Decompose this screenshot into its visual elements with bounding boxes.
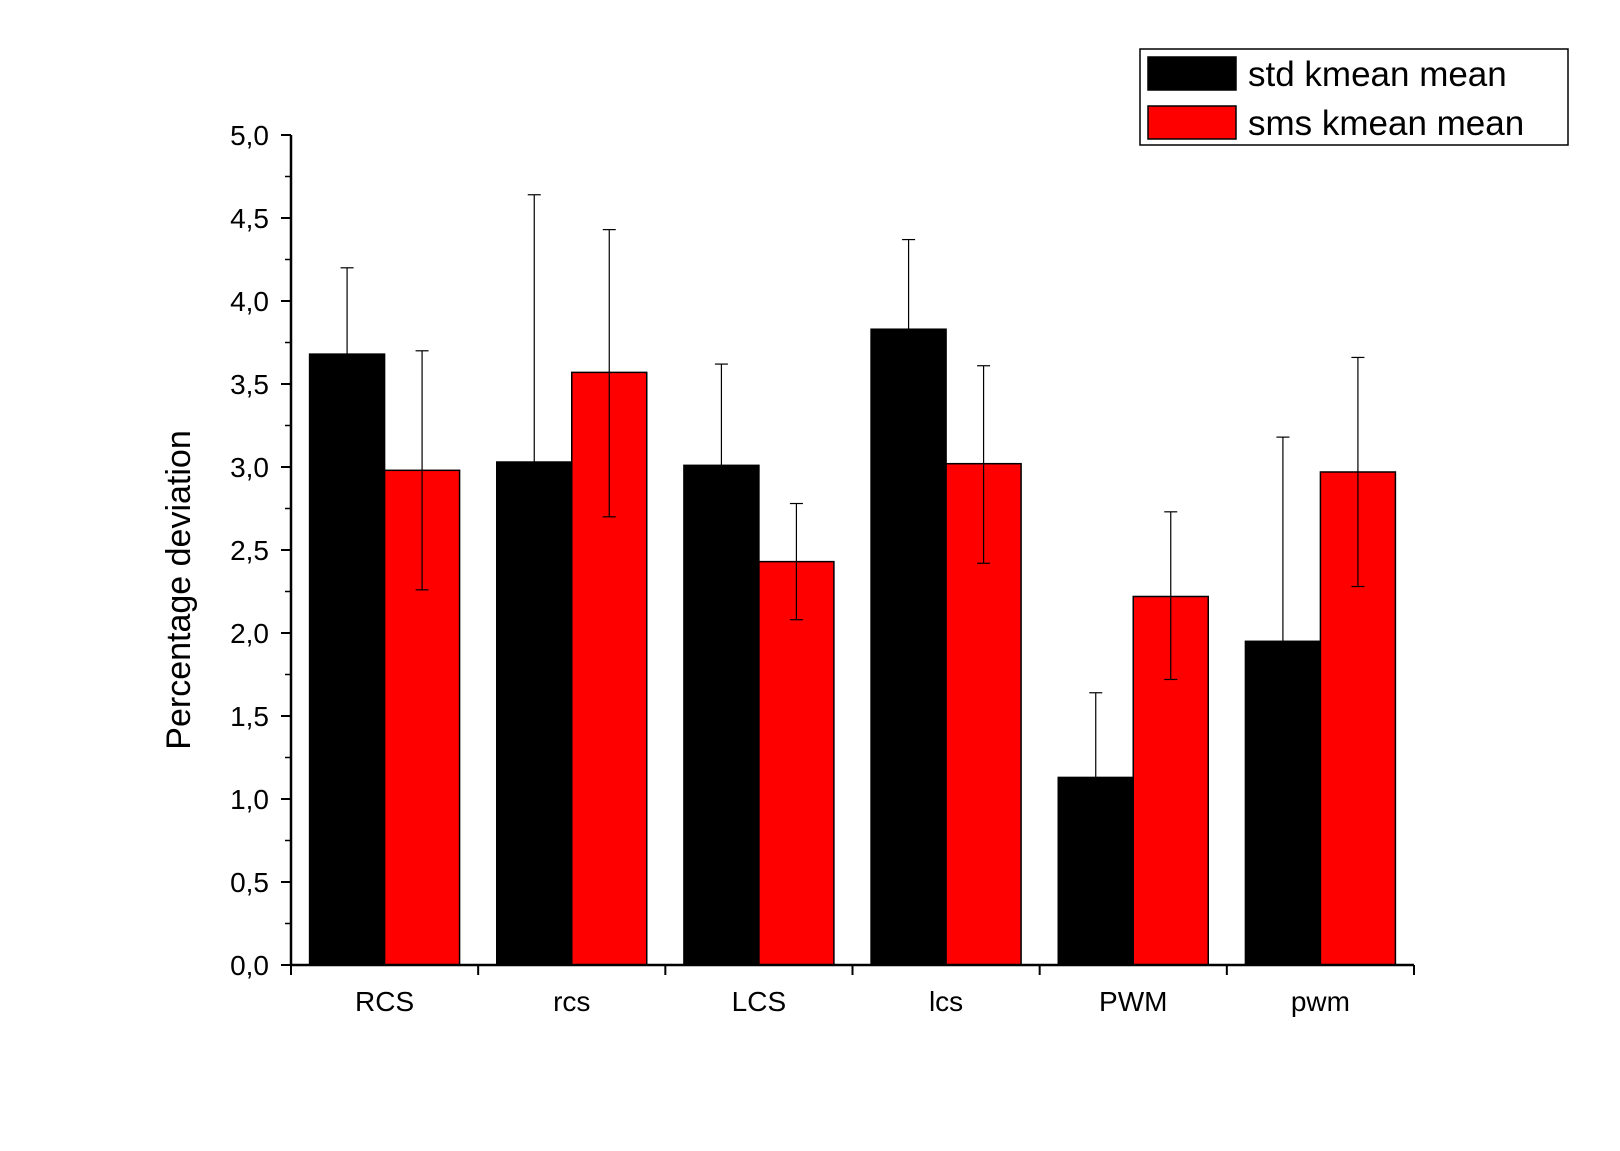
y-axis-title: Percentage deviation <box>160 430 198 749</box>
labels-layer: 0,0 0,5 1,0 1,5 2,0 2,5 3,0 3,5 4,0 4,5 5,0 RCS rcs L… <box>160 120 1350 1017</box>
y-tick-label: 1,0 <box>230 784 269 815</box>
bar-std-kmean-mean-rcs <box>496 461 573 966</box>
y-tick-label: 3,0 <box>230 452 269 483</box>
axes-layer <box>281 134 1415 975</box>
x-tick-label: RCS <box>355 986 414 1017</box>
x-tick-label: pwm <box>1291 986 1350 1017</box>
x-tick-label: PWM <box>1099 986 1167 1017</box>
y-tick-label: 0,0 <box>230 950 269 981</box>
y-tick-label: 2,0 <box>230 618 269 649</box>
y-tick-label: 5,0 <box>230 120 269 151</box>
bar-sms-kmean-mean-LCS <box>758 560 835 966</box>
bar-std-kmean-mean-LCS <box>683 464 760 966</box>
x-tick-label: rcs <box>553 986 590 1017</box>
y-tick-label: 4,0 <box>230 286 269 317</box>
bars-layer <box>308 328 1397 966</box>
legend-label-0: std kmean mean <box>1248 55 1507 94</box>
legend: std kmean mean sms kmean mean <box>1139 48 1569 146</box>
bar-std-kmean-mean-PWM <box>1057 776 1134 966</box>
legend-swatch-1 <box>1147 105 1237 140</box>
bar-std-kmean-mean-pwm <box>1244 640 1322 966</box>
legend-label-1: sms kmean mean <box>1248 104 1524 143</box>
y-tick-label: 3,5 <box>230 369 269 400</box>
y-tick-label: 2,5 <box>230 535 269 566</box>
x-tick-label: LCS <box>732 986 786 1017</box>
y-tick-label: 0,5 <box>230 867 269 898</box>
y-tick-label: 1,5 <box>230 701 269 732</box>
legend-swatch-0 <box>1147 56 1237 91</box>
error-bars-layer <box>340 194 1365 778</box>
y-tick-label: 4,5 <box>230 203 269 234</box>
bar-std-kmean-mean-lcs <box>870 328 947 966</box>
x-tick-label: lcs <box>929 986 963 1017</box>
bar-std-kmean-mean-RCS <box>308 353 386 966</box>
